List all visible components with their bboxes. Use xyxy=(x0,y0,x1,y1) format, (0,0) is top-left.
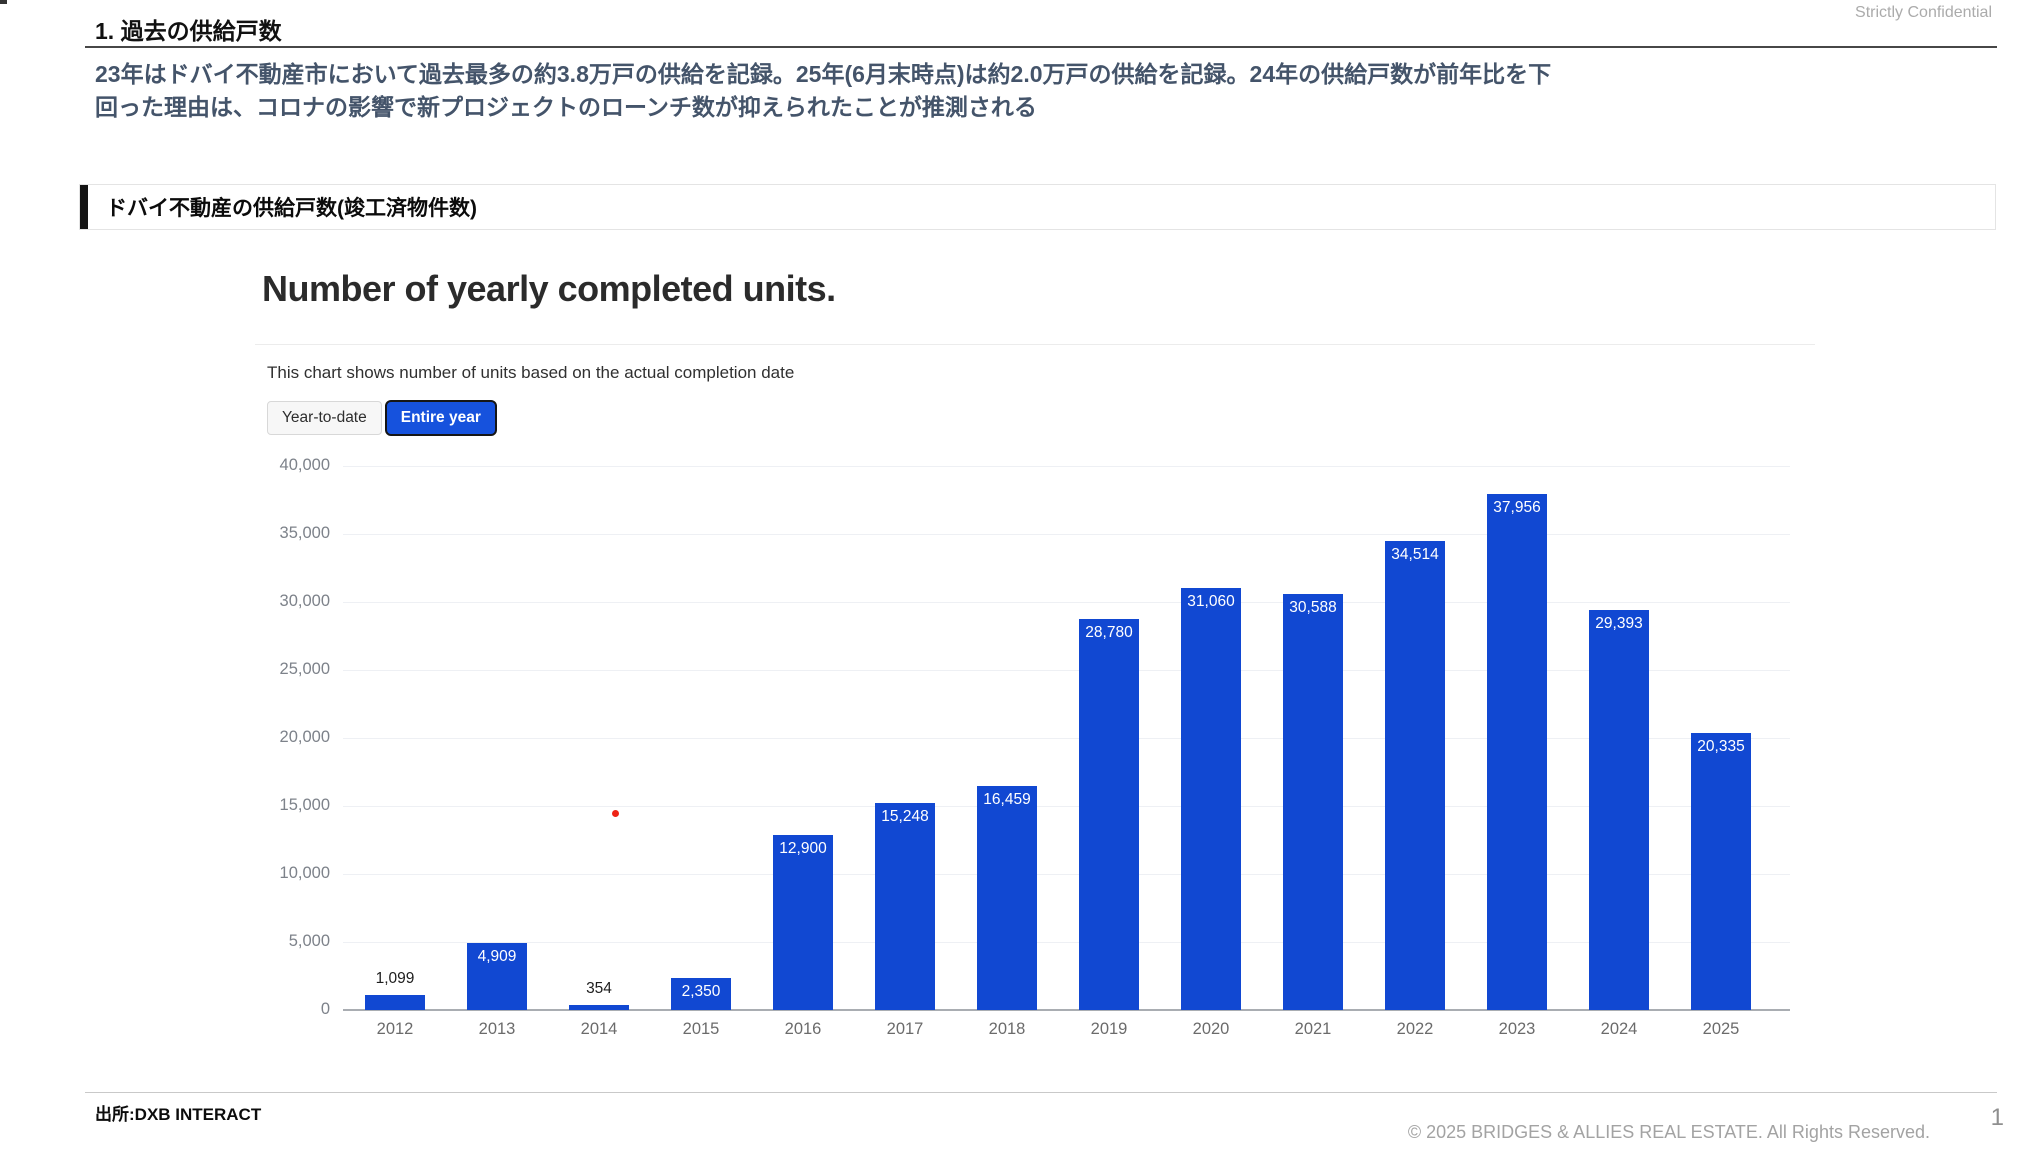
summary-text: 23年はドバイ不動産市において過去最多の約3.8万戸の供給を記録。25年(6月末… xyxy=(95,58,1995,124)
bar-2015[interactable]: 2,350 xyxy=(671,978,731,1010)
x-axis-tick-2022: 2022 xyxy=(1396,1020,1434,1038)
corner-artifact xyxy=(0,0,7,4)
chart-range-toggle: Year-to-date Entire year xyxy=(267,400,497,436)
bar-value-label-2023: 37,956 xyxy=(1493,499,1541,516)
gridline-10000 xyxy=(343,873,1790,875)
gridline-40000 xyxy=(343,465,1790,467)
bar-2019[interactable]: 28,780 xyxy=(1079,619,1139,1010)
summary-line-1: 23年はドバイ不動産市において過去最多の約3.8万戸の供給を記録。25年(6月末… xyxy=(95,61,1552,87)
bar-value-label-2017: 15,248 xyxy=(881,808,929,825)
y-axis-tick-10000: 10,000 xyxy=(279,864,330,882)
y-axis-tick-35000: 35,000 xyxy=(279,524,330,542)
bar-2022[interactable]: 34,514 xyxy=(1385,541,1445,1010)
bar-value-label-2015: 2,350 xyxy=(681,983,721,1000)
y-axis-tick-5000: 5,000 xyxy=(288,932,330,950)
bar-2018[interactable]: 16,459 xyxy=(977,786,1037,1010)
chart-title: Number of yearly completed units. xyxy=(262,268,836,309)
x-axis-tick-2012: 2012 xyxy=(376,1020,414,1038)
gridline-30000 xyxy=(343,601,1790,603)
toggle-year-to-date-button[interactable]: Year-to-date xyxy=(267,401,382,435)
gridline-35000 xyxy=(343,533,1790,535)
summary-line-2: 回った理由は、コロナの影響で新プロジェクトのローンチ数が抑えられたことが推測され… xyxy=(95,94,1037,120)
bar-2023[interactable]: 37,956 xyxy=(1487,494,1547,1010)
bar-value-label-2018: 16,459 xyxy=(983,791,1031,808)
bar-2025[interactable]: 20,335 xyxy=(1691,733,1751,1010)
section-header-accent-bar xyxy=(80,185,88,229)
bar-2016[interactable]: 12,900 xyxy=(773,835,833,1010)
bar-2013[interactable]: 4,909 xyxy=(467,943,527,1010)
confidential-label: Strictly Confidential xyxy=(1855,4,1992,21)
gridline-15000 xyxy=(343,805,1790,807)
page-number: 1 xyxy=(1990,1104,2004,1131)
x-axis-tick-2025: 2025 xyxy=(1702,1020,1740,1038)
bar-value-label-2022: 34,514 xyxy=(1391,546,1439,563)
y-axis-tick-40000: 40,000 xyxy=(279,456,330,474)
bar-2020[interactable]: 31,060 xyxy=(1181,588,1241,1010)
bar-value-label-2025: 20,335 xyxy=(1697,738,1745,755)
bar-value-label-2020: 31,060 xyxy=(1187,593,1235,610)
x-axis-tick-2024: 2024 xyxy=(1600,1020,1638,1038)
x-axis-tick-2017: 2017 xyxy=(886,1020,924,1038)
section-header: ドバイ不動産の供給戸数(竣工済物件数) xyxy=(79,184,1996,230)
gridline-20000 xyxy=(343,737,1790,739)
bar-value-label-2024: 29,393 xyxy=(1595,615,1643,632)
toggle-entire-year-button[interactable]: Entire year xyxy=(384,400,497,436)
x-axis-baseline xyxy=(343,1009,1790,1011)
section-header-label: ドバイ不動産の供給戸数(竣工済物件数) xyxy=(106,197,477,220)
x-axis-tick-2023: 2023 xyxy=(1498,1020,1536,1038)
bar-value-label-2013: 4,909 xyxy=(477,948,517,965)
y-axis-tick-0: 0 xyxy=(320,1000,330,1018)
x-axis-tick-2018: 2018 xyxy=(988,1020,1026,1038)
footer-divider xyxy=(85,1092,1997,1093)
bar-value-label-2021: 30,588 xyxy=(1289,599,1337,616)
bar-2024[interactable]: 29,393 xyxy=(1589,610,1649,1010)
gridline-5000 xyxy=(343,941,1790,943)
x-axis-tick-2013: 2013 xyxy=(478,1020,516,1038)
y-axis-tick-25000: 25,000 xyxy=(279,660,330,678)
x-axis-tick-2021: 2021 xyxy=(1294,1020,1332,1038)
copyright-label: © 2025 BRIDGES & ALLIES REAL ESTATE. All… xyxy=(1407,1122,1930,1142)
bar-2021[interactable]: 30,588 xyxy=(1283,594,1343,1010)
bar-2017[interactable]: 15,248 xyxy=(875,803,935,1010)
source-label: 出所:DXB INTERACT xyxy=(95,1105,262,1124)
x-axis-tick-2020: 2020 xyxy=(1192,1020,1230,1038)
bar-2014[interactable] xyxy=(569,1005,629,1010)
y-axis-tick-15000: 15,000 xyxy=(279,796,330,814)
page-title: 1. 過去の供給戸数 xyxy=(95,18,282,44)
x-axis-tick-2015: 2015 xyxy=(682,1020,720,1038)
bar-value-label-2012: 1,099 xyxy=(375,970,415,987)
gridline-25000 xyxy=(343,669,1790,671)
chart-title-divider xyxy=(255,344,1815,345)
x-axis-tick-2014: 2014 xyxy=(580,1020,618,1038)
chart-subtitle: This chart shows number of units based o… xyxy=(267,363,795,382)
bar-value-label-2016: 12,900 xyxy=(779,840,827,857)
title-divider xyxy=(85,46,1997,48)
red-dot-artifact xyxy=(612,810,619,817)
bar-value-label-2014: 354 xyxy=(586,980,612,997)
x-axis-tick-2019: 2019 xyxy=(1090,1020,1128,1038)
x-axis-tick-2016: 2016 xyxy=(784,1020,822,1038)
bar-value-label-2019: 28,780 xyxy=(1085,624,1133,641)
y-axis-tick-20000: 20,000 xyxy=(279,728,330,746)
bar-2012[interactable] xyxy=(365,995,425,1010)
y-axis-tick-30000: 30,000 xyxy=(279,592,330,610)
